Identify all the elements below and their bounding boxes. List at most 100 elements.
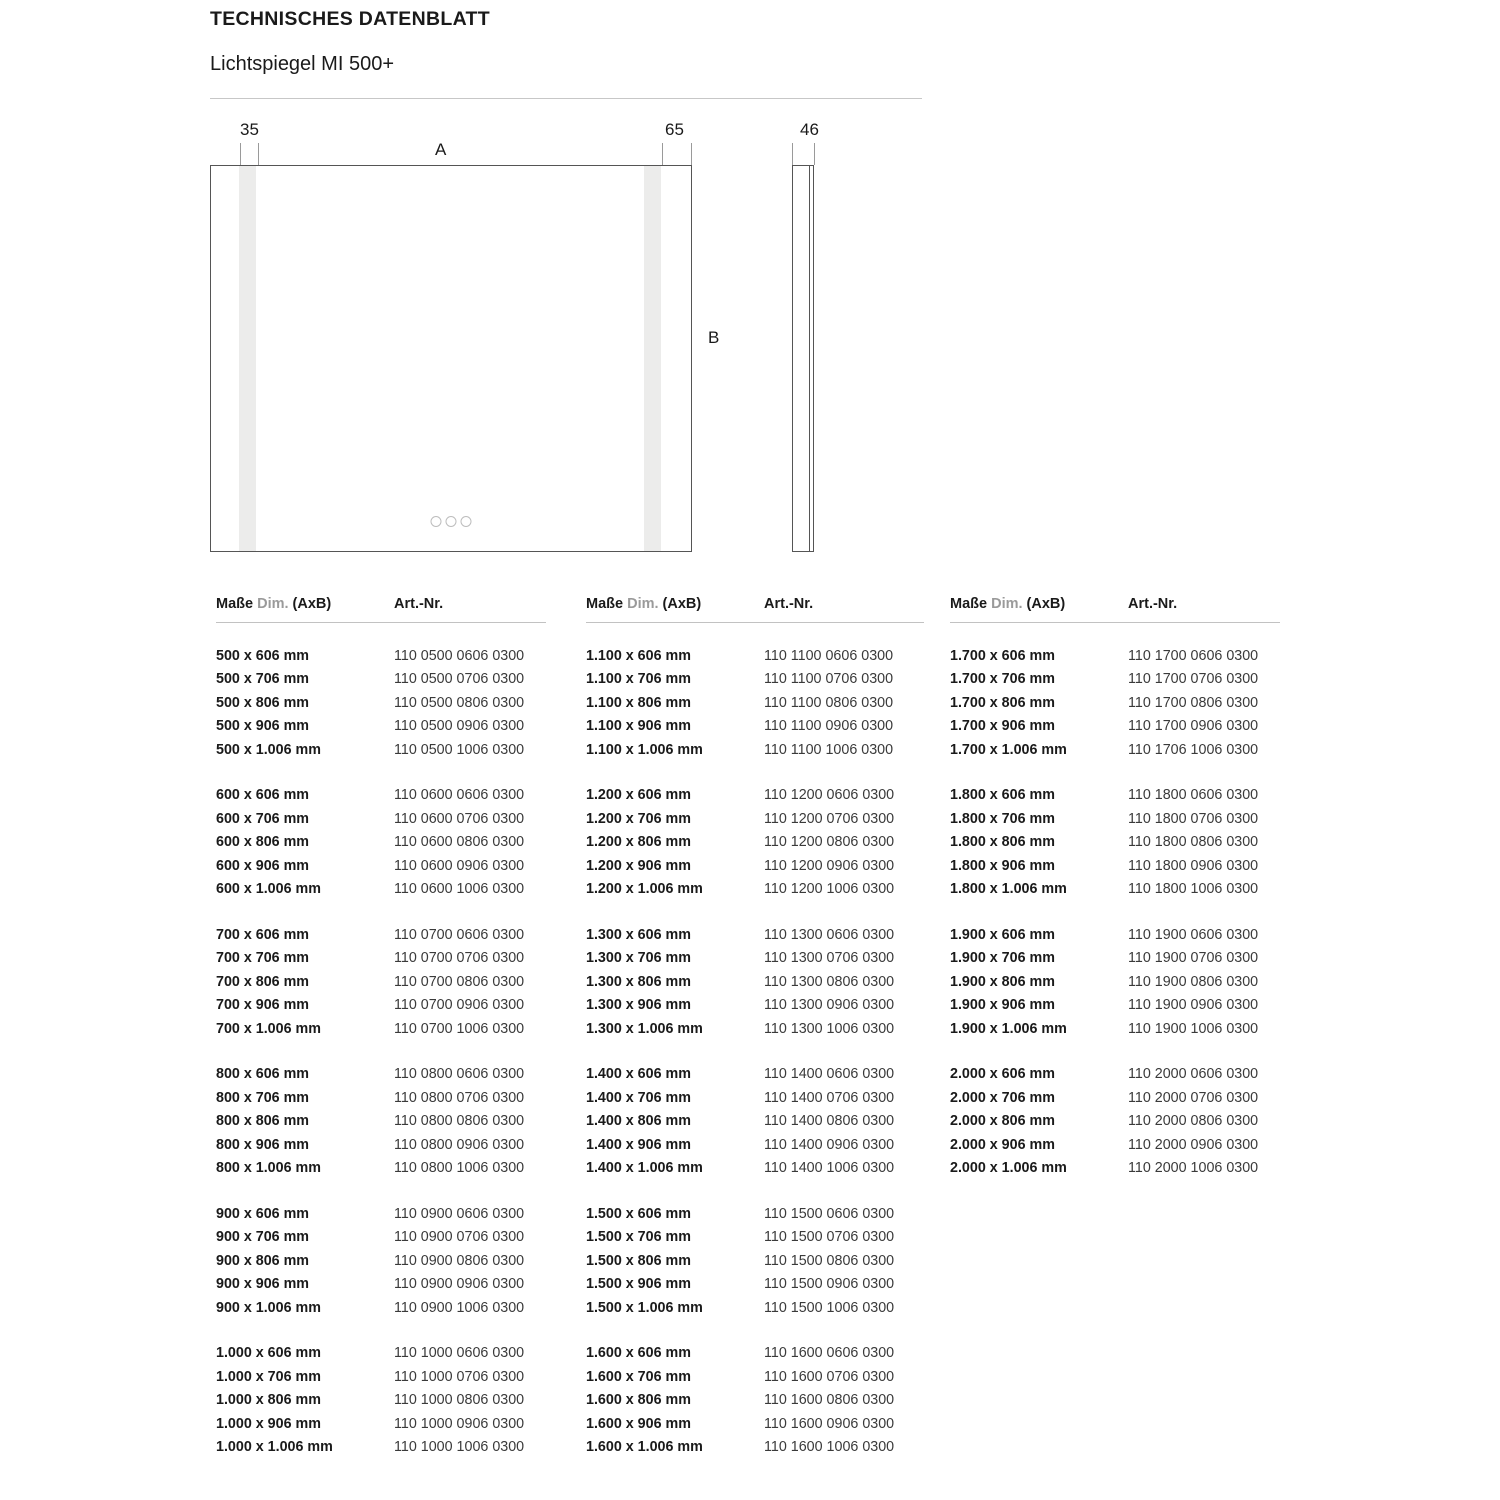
table-row: 1.700 x 1.006 mm 110 1706 1006 0300 bbox=[950, 738, 1280, 762]
table-group: 1.400 x 606 mm 110 1400 0606 0300 1.400 x … bbox=[586, 1063, 924, 1181]
table-row: 1.800 x 1.006 mm 110 1800 1006 0300 bbox=[950, 878, 1280, 902]
cell-size: 1.200 x 606 mm bbox=[586, 787, 691, 804]
column-header-dim: Dim. bbox=[991, 596, 1023, 612]
cell-size: 2.000 x 1.006 mm bbox=[950, 1160, 1067, 1177]
table-row: 1.300 x 606 mm 110 1300 0606 0300 bbox=[586, 923, 924, 947]
cell-article-number: 110 1500 0806 0300 bbox=[764, 1252, 895, 1269]
touch-sensor-icon bbox=[460, 516, 472, 527]
table-row: 2.000 x 606 mm 110 2000 0606 0300 bbox=[950, 1063, 1280, 1087]
cell-article-number: 110 1600 0806 0300 bbox=[764, 1392, 895, 1409]
cell-article-number: 110 2000 0706 0300 bbox=[1128, 1089, 1259, 1106]
table-row: 1.900 x 906 mm 110 1900 0906 0300 bbox=[950, 994, 1280, 1018]
cell-article-number: 110 1706 1006 0300 bbox=[1128, 741, 1259, 758]
cell-size: 900 x 706 mm bbox=[216, 1229, 309, 1246]
dimension-tick-right-a bbox=[662, 143, 663, 165]
cell-size: 500 x 1.006 mm bbox=[216, 741, 321, 758]
table-row: 1.200 x 606 mm 110 1200 0606 0300 bbox=[586, 784, 924, 808]
cell-article-number: 110 1000 1006 0300 bbox=[394, 1439, 525, 1456]
cell-article-number: 110 0700 0906 0300 bbox=[394, 997, 525, 1014]
table-row: 1.500 x 606 mm 110 1500 0606 0300 bbox=[586, 1202, 924, 1226]
table-group: 700 x 606 mm 110 0700 0606 0300 700 x 706 … bbox=[216, 923, 546, 1041]
cell-article-number: 110 1400 0606 0300 bbox=[764, 1066, 895, 1083]
table-row: 1.600 x 1.006 mm 110 1600 1006 0300 bbox=[586, 1436, 924, 1460]
table-column-2: Maße Dim. (AxB) Art.-Nr. 1.100 x 606 mm 110… bbox=[586, 596, 924, 1481]
cell-article-number: 110 1000 0606 0300 bbox=[394, 1345, 525, 1362]
table-group: 1.200 x 606 mm 110 1200 0606 0300 1.200 x … bbox=[586, 784, 924, 902]
cell-size: 1.200 x 706 mm bbox=[586, 810, 691, 827]
technical-drawing: 35 65 46 A B bbox=[0, 0, 1500, 600]
touch-sensor-icon bbox=[430, 516, 442, 527]
table-row: 1.500 x 806 mm 110 1500 0806 0300 bbox=[586, 1249, 924, 1273]
table-group: 1.900 x 606 mm 110 1900 0606 0300 1.900 x … bbox=[950, 923, 1280, 1041]
table-group: 900 x 606 mm 110 0900 0606 0300 900 x 706 … bbox=[216, 1202, 546, 1320]
cell-size: 800 x 1.006 mm bbox=[216, 1160, 321, 1177]
cell-size: 500 x 606 mm bbox=[216, 647, 309, 664]
column-header-size: Maße Dim. (AxB) bbox=[586, 596, 702, 612]
table-row: 700 x 906 mm 110 0700 0906 0300 bbox=[216, 994, 546, 1018]
column-header-size: Maße Dim. (AxB) bbox=[950, 596, 1066, 612]
cell-article-number: 110 0600 1006 0300 bbox=[394, 881, 525, 898]
table-row: 1.000 x 606 mm 110 1000 0606 0300 bbox=[216, 1342, 546, 1366]
table-row: 1.700 x 906 mm 110 1700 0906 0300 bbox=[950, 715, 1280, 739]
table-row: 1.500 x 706 mm 110 1500 0706 0300 bbox=[586, 1226, 924, 1250]
mirror-front-view bbox=[210, 165, 692, 552]
cell-article-number: 110 1500 1006 0300 bbox=[764, 1299, 895, 1316]
cell-article-number: 110 0600 0606 0300 bbox=[394, 787, 525, 804]
table-row: 600 x 706 mm 110 0600 0706 0300 bbox=[216, 807, 546, 831]
table-row: 800 x 806 mm 110 0800 0806 0300 bbox=[216, 1110, 546, 1134]
cell-size: 900 x 906 mm bbox=[216, 1276, 309, 1293]
table-row: 1.600 x 806 mm 110 1600 0806 0300 bbox=[586, 1389, 924, 1413]
table-row: 1.500 x 1.006 mm 110 1500 1006 0300 bbox=[586, 1296, 924, 1320]
cell-article-number: 110 1300 0906 0300 bbox=[764, 997, 895, 1014]
column-header-article: Art.-Nr. bbox=[764, 596, 814, 612]
table-row: 1.900 x 706 mm 110 1900 0706 0300 bbox=[950, 947, 1280, 971]
table-row: 900 x 706 mm 110 0900 0706 0300 bbox=[216, 1226, 546, 1250]
cell-size: 700 x 1.006 mm bbox=[216, 1020, 321, 1037]
header-divider bbox=[210, 98, 922, 99]
cell-size: 1.800 x 806 mm bbox=[950, 834, 1055, 851]
cell-article-number: 110 1600 0706 0300 bbox=[764, 1368, 895, 1385]
cell-article-number: 110 1800 1006 0300 bbox=[1128, 881, 1259, 898]
table-row: 1.900 x 606 mm 110 1900 0606 0300 bbox=[950, 923, 1280, 947]
led-strip-right bbox=[644, 166, 661, 551]
table-row: 1.200 x 1.006 mm 110 1200 1006 0300 bbox=[586, 878, 924, 902]
mirror-side-view bbox=[792, 165, 814, 552]
cell-size: 2.000 x 906 mm bbox=[950, 1136, 1055, 1153]
cell-size: 1.300 x 906 mm bbox=[586, 997, 691, 1014]
cell-article-number: 110 1300 0606 0300 bbox=[764, 926, 895, 943]
document-header: TECHNISCHES DATENBLATT Lichtspiegel MI 5… bbox=[210, 8, 1300, 76]
cell-article-number: 110 1100 0706 0300 bbox=[764, 671, 894, 688]
dimension-label-width: A bbox=[435, 140, 447, 159]
table-row: 1.200 x 706 mm 110 1200 0706 0300 bbox=[586, 807, 924, 831]
cell-article-number: 110 0800 1006 0300 bbox=[394, 1160, 525, 1177]
cell-size: 1.700 x 906 mm bbox=[950, 718, 1055, 735]
dimension-tick-right-b bbox=[691, 143, 692, 165]
cell-article-number: 110 1900 0806 0300 bbox=[1128, 973, 1259, 990]
dimension-label-height: B bbox=[708, 328, 720, 347]
table-column-3: Maße Dim. (AxB) Art.-Nr. 1.700 x 606 mm 110… bbox=[950, 596, 1280, 1202]
cell-article-number: 110 1000 0806 0300 bbox=[394, 1392, 525, 1409]
cell-article-number: 110 0500 0606 0300 bbox=[394, 647, 525, 664]
table-row: 800 x 706 mm 110 0800 0706 0300 bbox=[216, 1086, 546, 1110]
cell-article-number: 110 1700 0906 0300 bbox=[1128, 718, 1259, 735]
cell-article-number: 110 1600 0606 0300 bbox=[764, 1345, 895, 1362]
cell-article-number: 110 0900 0806 0300 bbox=[394, 1252, 525, 1269]
table-group: 800 x 606 mm 110 0800 0606 0300 800 x 706 … bbox=[216, 1063, 546, 1181]
column-header-divider bbox=[216, 622, 546, 623]
cell-article-number: 110 0600 0806 0300 bbox=[394, 834, 525, 851]
cell-article-number: 110 1800 0806 0300 bbox=[1128, 834, 1259, 851]
table-row: 1.600 x 706 mm 110 1600 0706 0300 bbox=[586, 1365, 924, 1389]
cell-article-number: 110 1500 0706 0300 bbox=[764, 1229, 895, 1246]
table-row: 500 x 606 mm 110 0500 0606 0300 bbox=[216, 644, 546, 668]
table-row: 600 x 806 mm 110 0600 0806 0300 bbox=[216, 831, 546, 855]
cell-size: 1.700 x 806 mm bbox=[950, 694, 1055, 711]
dimension-label-left: 35 bbox=[240, 120, 259, 139]
table-row: 1.600 x 606 mm 110 1600 0606 0300 bbox=[586, 1342, 924, 1366]
table-row: 1.100 x 1.006 mm 110 1100 1006 0300 bbox=[586, 738, 924, 762]
cell-article-number: 110 1300 0706 0300 bbox=[764, 950, 895, 967]
dimension-tick-left-a bbox=[240, 143, 241, 165]
touch-sensor-icon bbox=[445, 516, 457, 527]
dimension-label-depth: 46 bbox=[800, 120, 819, 139]
cell-size: 1.700 x 1.006 mm bbox=[950, 741, 1067, 758]
cell-article-number: 110 1400 0806 0300 bbox=[764, 1113, 895, 1130]
